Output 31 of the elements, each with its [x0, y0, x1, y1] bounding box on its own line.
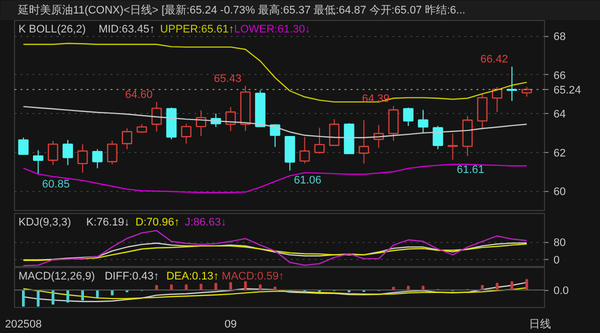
- series-label: DEA:0.13↑: [166, 270, 219, 282]
- text: LOWER:61.30↓: [234, 24, 311, 36]
- annotation: 64.60: [125, 88, 153, 101]
- text: MID:63.45↑: [98, 24, 155, 36]
- x-tick-label: 202508: [5, 318, 42, 330]
- series-label: K:76.19↓: [86, 216, 130, 228]
- annotation: 65.43: [214, 72, 242, 85]
- text: 日线: [529, 318, 552, 330]
- annotation: 61.06: [294, 174, 322, 187]
- annotation: 61.61: [456, 164, 484, 176]
- x-tick-label: 09: [224, 318, 237, 330]
- chart-title: MACD(12,26,9): [18, 270, 95, 282]
- series-label: DIFF:0.43↑: [104, 270, 160, 282]
- y-tick-label: 62: [554, 147, 566, 160]
- y-tick-label: 0: [554, 254, 560, 266]
- annotation: 66.42: [480, 54, 508, 66]
- text: 0.0: [554, 285, 569, 298]
- series-label: J:86.63↓: [184, 216, 226, 228]
- y-tick-label: 68: [554, 31, 566, 44]
- chart-title: 延时美原油11(CONX)<日线> [最新:65.24 -0.73% 最高:65.37 最低:64.87 今开:65.07 昨结:6...: [17, 4, 466, 16]
- series-label: UPPER:65.61↑: [160, 24, 234, 36]
- chart-title: KDJ(9,3,3): [18, 216, 72, 228]
- series-label: D:70.96↑: [136, 216, 180, 228]
- chart-subtitle: K BOLL(26,2): [18, 24, 86, 36]
- annotation: 60.85: [42, 178, 70, 191]
- series-label: MACD:0.59↑: [222, 270, 284, 282]
- y-tick-label: 66: [554, 70, 566, 82]
- y-tick-label: 60: [554, 186, 566, 198]
- ref-line-label: 65.24: [554, 84, 582, 97]
- y-tick-label: 80: [554, 237, 566, 250]
- y-tick-label: 64: [554, 108, 566, 121]
